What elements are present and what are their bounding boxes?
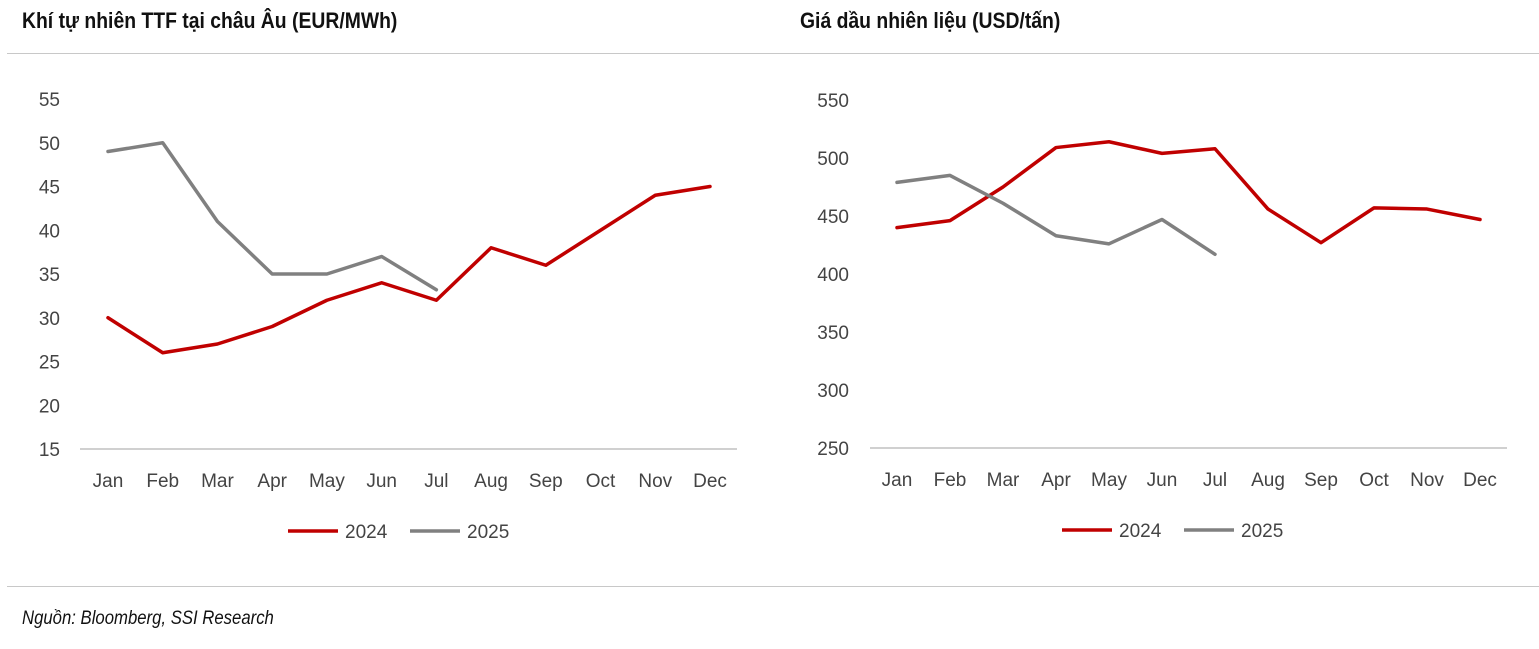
legend-label-2025: 2025 bbox=[1241, 521, 1283, 542]
y-tick-label: 45 bbox=[39, 178, 60, 199]
legend-label-2024: 2024 bbox=[345, 522, 388, 543]
series-line-2025 bbox=[106, 141, 439, 292]
x-tick-label: Oct bbox=[586, 471, 616, 492]
x-tick-label: Feb bbox=[146, 471, 179, 492]
y-tick-label: 500 bbox=[817, 149, 849, 170]
y-tick-label: 300 bbox=[817, 381, 849, 402]
y-tick-label: 15 bbox=[39, 440, 60, 461]
x-tick-label: Sep bbox=[1304, 470, 1338, 491]
y-tick-label: 20 bbox=[39, 396, 60, 417]
y-tick-label: 250 bbox=[817, 439, 849, 460]
series-line-2025 bbox=[895, 173, 1217, 257]
x-tick-label: Jul bbox=[1203, 470, 1227, 491]
y-tick-label: 350 bbox=[817, 323, 849, 344]
x-tick-label: Dec bbox=[1463, 470, 1497, 491]
x-tick-label: Nov bbox=[1410, 470, 1444, 491]
series-line-2024 bbox=[106, 184, 712, 355]
x-tick-label: Jun bbox=[1147, 470, 1178, 491]
x-tick-label: May bbox=[309, 471, 345, 492]
x-tick-label: Dec bbox=[693, 471, 727, 492]
legend-label-2024: 2024 bbox=[1119, 521, 1162, 542]
y-tick-label: 550 bbox=[817, 91, 849, 112]
source-note: Nguồn: Bloomberg, SSI Research bbox=[22, 608, 274, 629]
chart-title-ttf: Khí tự nhiên TTF tại châu Âu (EUR/MWh) bbox=[22, 8, 398, 33]
chart-title-fuel-oil: Giá dầu nhiên liệu (USD/tấn) bbox=[800, 8, 1061, 33]
x-tick-label: May bbox=[1091, 470, 1127, 491]
y-tick-label: 400 bbox=[817, 265, 849, 286]
x-tick-label: Jun bbox=[366, 471, 397, 492]
x-tick-label: Jan bbox=[882, 470, 913, 491]
y-tick-label: 25 bbox=[39, 353, 60, 374]
x-tick-label: Apr bbox=[1041, 470, 1071, 491]
x-tick-label: Oct bbox=[1359, 470, 1389, 491]
series-line-2024 bbox=[895, 140, 1482, 245]
y-tick-label: 50 bbox=[39, 134, 60, 155]
y-tick-label: 30 bbox=[39, 309, 60, 330]
x-tick-label: Feb bbox=[934, 470, 967, 491]
legend-label-2025: 2025 bbox=[467, 522, 509, 543]
x-tick-label: Nov bbox=[638, 471, 672, 492]
x-tick-label: Mar bbox=[987, 470, 1020, 491]
x-tick-label: Mar bbox=[201, 471, 234, 492]
x-tick-label: Jan bbox=[93, 471, 124, 492]
y-tick-label: 35 bbox=[39, 265, 60, 286]
x-tick-label: Sep bbox=[529, 471, 563, 492]
x-tick-label: Aug bbox=[474, 471, 508, 492]
x-tick-label: Aug bbox=[1251, 470, 1285, 491]
top-divider bbox=[7, 53, 1539, 54]
y-tick-label: 450 bbox=[817, 207, 849, 228]
y-tick-label: 40 bbox=[39, 221, 60, 242]
x-tick-label: Apr bbox=[257, 471, 287, 492]
x-tick-label: Jul bbox=[424, 471, 448, 492]
bottom-divider bbox=[7, 586, 1539, 587]
y-tick-label: 55 bbox=[39, 90, 60, 111]
